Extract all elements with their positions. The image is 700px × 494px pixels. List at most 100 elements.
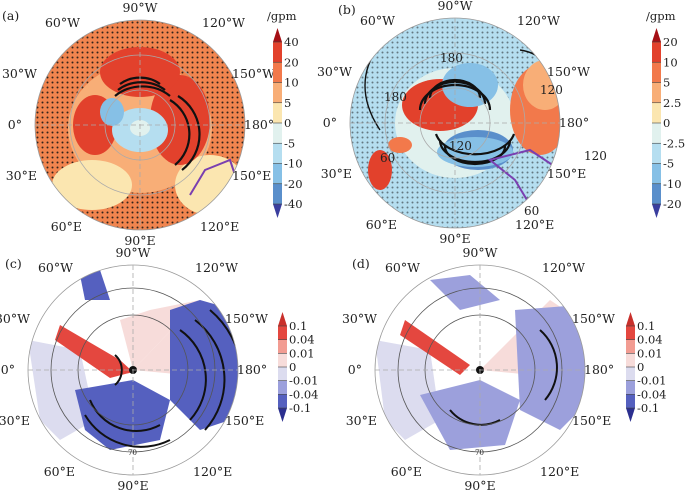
panel-a-map	[34, 19, 246, 231]
longitude-label: 60°E	[366, 217, 397, 232]
colorbar-extend-min	[652, 204, 661, 218]
longitude-label: 120°E	[193, 464, 232, 479]
longitude-label: 120°E	[515, 217, 554, 232]
colorbar-bin	[273, 82, 282, 103]
panel-c-map: 70	[27, 264, 239, 476]
colorbar-bin	[273, 183, 282, 204]
colorbar-bin	[273, 123, 282, 144]
longitude-label: 30°W	[317, 64, 352, 79]
contour-label: 60	[380, 151, 395, 165]
colorbar-bin	[652, 102, 661, 123]
longitude-label: 60°W	[38, 260, 73, 275]
colorbar-extend-max	[652, 28, 661, 42]
colorbar-tick-label: 0	[289, 360, 296, 374]
colorbar-tick-label: -0.1	[289, 401, 311, 415]
colorbar-a: 40 20 10 5 0 -5 -10 -20 -40/gpm	[267, 9, 303, 218]
colorbar-extend-min	[626, 408, 635, 422]
colorbar-tick-label: 0	[663, 116, 670, 130]
contour-label: 180	[440, 51, 463, 65]
longitude-label: 0°	[323, 115, 337, 130]
panel-label-d: (d)	[352, 256, 370, 271]
longitude-label: 60°W	[360, 13, 395, 28]
longitude-label: 60°E	[51, 219, 82, 234]
colorbar-tick-label: -5	[284, 136, 295, 150]
contour-label: 120	[584, 149, 607, 163]
longitude-label: 30°E	[321, 166, 352, 181]
colorbar-bin	[652, 163, 661, 184]
colorbar-bin	[626, 353, 635, 367]
colorbar-bin	[626, 339, 635, 354]
longitude-label: 180°	[559, 115, 589, 130]
panel-label-b: (b)	[338, 2, 356, 17]
colorbar-tick-label: 0.1	[637, 319, 655, 333]
longitude-label: 120°W	[542, 260, 585, 275]
colorbar-bin	[278, 394, 287, 408]
longitude-label: 90°W	[437, 0, 472, 13]
colorbar-tick-label: -0.01	[289, 374, 319, 388]
longitude-label: 60°E	[391, 464, 422, 479]
longitude-label: 150°E	[572, 413, 611, 428]
longitude-label: 90°E	[439, 231, 470, 246]
colorbar-extend-max	[278, 312, 287, 326]
colorbar-bin	[278, 326, 287, 340]
longitude-label: 180°	[584, 362, 614, 377]
longitude-label: 30°W	[342, 311, 377, 326]
colorbar-tick-label: 0.01	[289, 346, 315, 360]
panel-d-map: 70	[374, 264, 586, 476]
colorbar-tick-label: -2.5	[663, 136, 685, 150]
contour-label: 180	[384, 90, 407, 104]
panel-label-a: (a)	[2, 8, 19, 23]
colorbar-unit: /gpm	[267, 9, 297, 23]
colorbar-bin	[278, 367, 287, 381]
colorbar-unit: /gpm	[646, 9, 676, 23]
longitude-label: 30°E	[346, 413, 377, 428]
colorbar-tick-label: 5	[284, 96, 291, 110]
colorbar-tick-label: 5	[663, 76, 670, 90]
colorbar-bin	[652, 82, 661, 103]
longitude-label: 90°E	[117, 478, 148, 490]
longitude-label: 90°W	[122, 0, 157, 15]
colorbar-tick-label: -10	[284, 157, 303, 171]
colorbar-d: 0.10.040.010-0.01-0.04-0.1	[626, 312, 667, 422]
panel-b-map: 180 180 120 120 60 60 120	[349, 17, 607, 229]
longitude-label: 90°W	[115, 245, 150, 260]
longitude-label: 0°	[348, 362, 362, 377]
longitude-label: 60°E	[44, 464, 75, 479]
colorbar-bin	[626, 380, 635, 395]
colorbar-tick-label: -10	[663, 177, 682, 191]
contour-label: 60	[524, 204, 539, 218]
colorbar-c: 0.10.040.010-0.01-0.04-0.1	[278, 312, 319, 422]
longitude-label: 120°W	[195, 260, 238, 275]
colorbar-bin	[273, 62, 282, 83]
longitude-label: 150°W	[547, 64, 590, 79]
colorbar-bin	[626, 367, 635, 381]
longitude-label: 150°W	[572, 311, 615, 326]
colorbar-bin	[278, 353, 287, 367]
longitude-label: 90°E	[464, 478, 495, 490]
panel-label-c: (c)	[5, 256, 22, 271]
colorbar-bin	[273, 163, 282, 184]
colorbar-bin	[626, 326, 635, 340]
colorbar-extend-max	[626, 312, 635, 326]
contour-label: 70	[128, 449, 137, 457]
longitude-label: 150°E	[547, 166, 586, 181]
colorbar-extend-max	[273, 28, 282, 42]
colorbar-tick-label: 10	[663, 55, 678, 69]
colorbar-tick-label: -0.04	[637, 387, 667, 401]
colorbar-bin	[652, 143, 661, 164]
colorbar-tick-label: -40	[284, 197, 303, 211]
colorbar-tick-label: 0.01	[637, 346, 663, 360]
contour-label: 120	[540, 83, 563, 97]
longitude-label: 180°	[237, 362, 267, 377]
colorbar-bin	[626, 394, 635, 408]
longitude-label: 150°E	[225, 413, 264, 428]
colorbar-bin	[273, 42, 282, 63]
colorbar-tick-label: -20	[663, 197, 682, 211]
colorbar-bin	[652, 123, 661, 144]
colorbar-tick-label: 2.5	[663, 96, 681, 110]
longitude-label: 150°E	[232, 168, 271, 183]
colorbar-tick-label: 0	[284, 116, 291, 130]
longitude-label: 0°	[8, 117, 22, 132]
colorbar-tick-label: 0.1	[289, 319, 307, 333]
